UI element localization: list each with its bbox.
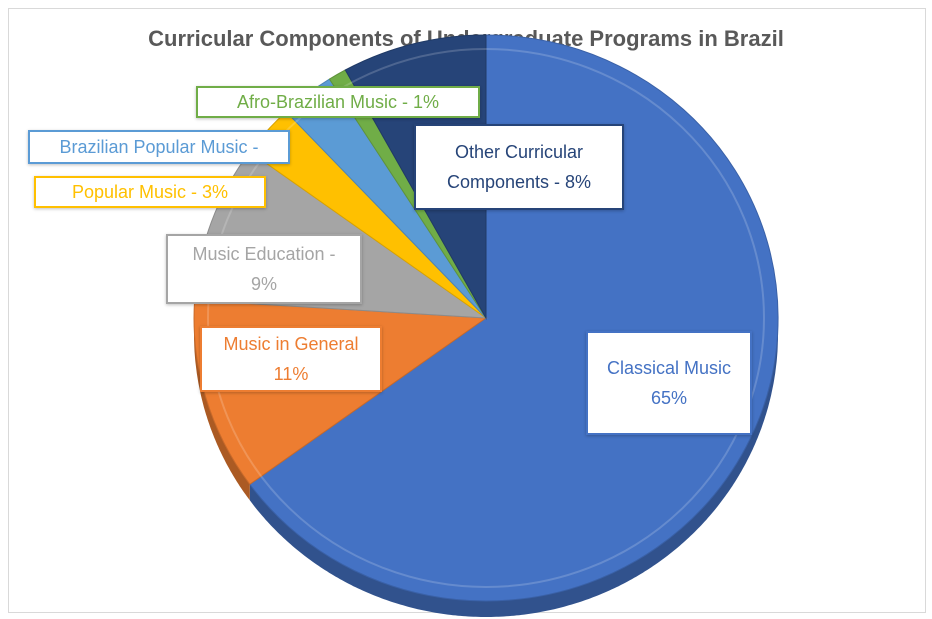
data-label-text: 9%: [250, 274, 277, 294]
data-label-text: 65%: [650, 388, 688, 408]
data-label-classical-music: Classical Music 65%: [586, 331, 752, 435]
data-label-text: 11%: [273, 364, 309, 384]
pie-side-music-in-general: [194, 318, 250, 501]
pie-sides: [194, 318, 779, 617]
data-label-text: Music in General: [223, 334, 359, 354]
data-label-music-education: Music Education - 9%: [166, 234, 362, 304]
data-label-text: Components - 8%: [446, 172, 592, 192]
data-label-music-in-general: Music in General 11%: [200, 326, 382, 392]
pie-slice-classical-music: [249, 34, 779, 602]
data-label-popular-music: Popular Music - 3%: [34, 176, 266, 208]
data-label-text: Afro-Brazilian Music - 1%: [236, 92, 440, 112]
data-label-afro-brazilian-music: Afro-Brazilian Music - 1%: [196, 86, 480, 118]
data-label-other-curricular-components: Other Curricular Components - 8%: [414, 124, 624, 210]
data-label-text: Brazilian Popular Music -: [59, 137, 259, 157]
data-label-text: Classical Music: [606, 358, 732, 378]
data-label-text: Popular Music - 3%: [71, 182, 229, 202]
data-label-text: Music Education -: [192, 244, 336, 264]
data-label-brazilian-popular-music: Brazilian Popular Music -: [28, 130, 290, 164]
data-label-text: Other Curricular: [454, 142, 583, 162]
pie-bevel: [207, 48, 765, 588]
